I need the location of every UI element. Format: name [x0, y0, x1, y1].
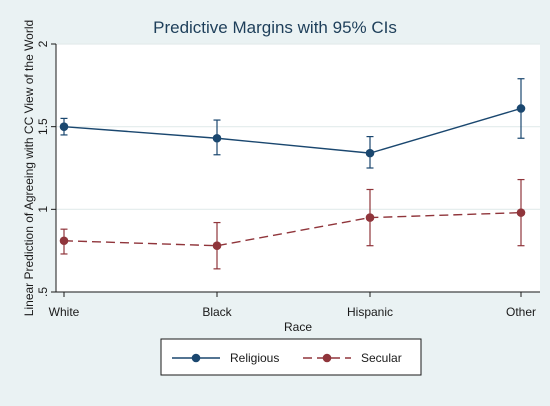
data-point: [59, 122, 69, 131]
series-religious: [59, 78, 526, 169]
plot-area: [56, 44, 540, 292]
series-secular: [59, 178, 526, 270]
series-layer: [59, 78, 526, 270]
data-point: [365, 213, 375, 222]
x-tick-label: White: [49, 305, 80, 319]
y-tick-label: 1: [36, 206, 50, 213]
chart-title: Predictive Margins with 95% CIs: [153, 18, 397, 37]
series-line: [63, 107, 522, 154]
x-tick-label: Other: [506, 305, 536, 319]
data-point: [212, 133, 222, 143]
legend-label-religious: Religious: [230, 351, 279, 365]
y-tick-label: 1.5: [36, 118, 50, 135]
y-tick-label: .5: [36, 287, 50, 297]
legend-box: [160, 338, 422, 376]
legend-label-secular: Secular: [361, 351, 402, 365]
legend-marker-secular: [322, 353, 332, 363]
legend-marker-religious: [191, 353, 201, 363]
x-axis-label: Race: [284, 320, 312, 334]
x-tick-label: Hispanic: [347, 305, 393, 319]
data-point: [212, 241, 222, 251]
legend: Religious Secular: [160, 338, 422, 376]
x-tick-label: Black: [202, 305, 232, 319]
data-point: [365, 148, 375, 158]
series-line: [63, 211, 522, 247]
y-tick-label: 2: [36, 40, 50, 47]
data-point: [516, 208, 526, 217]
y-axis-label: Linear Prediction of Agreeing with CC Vi…: [22, 20, 36, 316]
data-point: [59, 236, 69, 246]
data-point: [516, 104, 526, 113]
axis-layer: .5 1 1.5 2 White Black Hispanic Other: [36, 40, 540, 319]
